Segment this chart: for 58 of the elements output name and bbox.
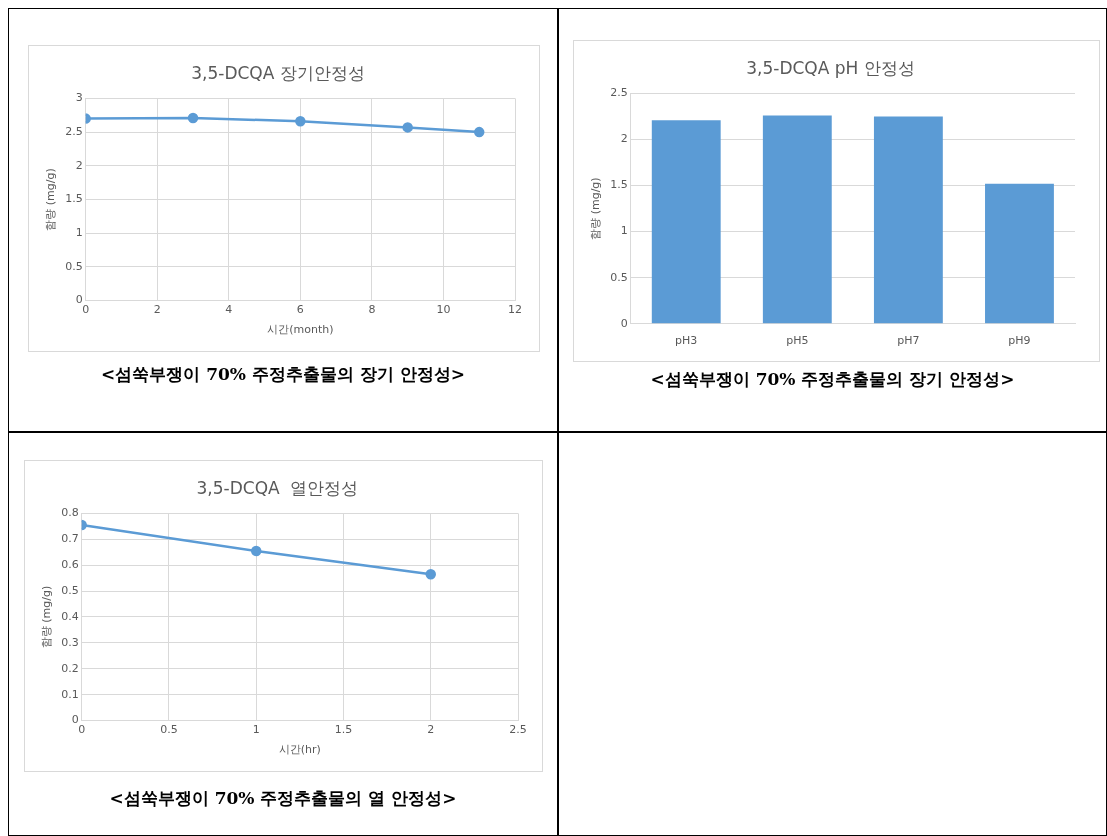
y-tick-label: 0 (71, 713, 79, 727)
x-tick-label: 6 (296, 303, 304, 317)
x-tick-label: 10 (436, 303, 451, 317)
point (473, 126, 485, 138)
x-tick-label: 12 (508, 303, 522, 317)
bar (873, 116, 943, 324)
bar (985, 183, 1054, 324)
y-tick-label: 1 (75, 226, 83, 240)
text: <섬쑥부쟁이 70% 주정추출물의 장기 안정성> (649, 368, 1016, 391)
y-tick-label: 1 (620, 224, 628, 238)
y-tick-label: 3 (75, 91, 83, 105)
x-tick-label: 4 (225, 303, 233, 317)
x-axis-title: 시간(month) (267, 323, 334, 337)
x-tick-label: 1.5 (334, 723, 353, 737)
y-tick-label: 2.5 (65, 124, 83, 138)
y-tick-label: 0.8 (61, 506, 79, 520)
y-tick-label: 0.5 (65, 259, 83, 273)
point (402, 122, 413, 133)
text: <섬쑥부쟁이 70% 주정추출물의 장기 안정성> (100, 363, 466, 386)
y-tick-label: 2 (620, 132, 628, 146)
y-tick-label: 0.6 (61, 558, 79, 572)
x-tick-label: 8 (368, 303, 376, 317)
point (425, 569, 436, 580)
x-axis-title: 시간(hr) (278, 743, 321, 757)
bar (651, 120, 721, 324)
x-tick-label: 2 (427, 723, 435, 737)
x-tick-label: 2 (153, 303, 161, 317)
point (187, 112, 199, 124)
chart-title: 3,5-DCQA pH 안정성 (746, 57, 915, 78)
y-tick-label: 0.3 (61, 635, 79, 649)
x-tick-label: 1 (252, 723, 260, 737)
y-tick-label: 2.5 (610, 86, 628, 100)
x-tick-label: pH9 (1008, 334, 1031, 348)
chart-title: 3,5-DCQA 열안정성 (196, 477, 359, 498)
y-tick-label: 0.5 (610, 270, 628, 284)
text: <섬쑥부쟁이 70% 주정추출물의 열 안정성> (108, 787, 458, 810)
point (295, 116, 306, 127)
x-tick-label: pH5 (786, 334, 809, 348)
y-tick-label: 0.2 (61, 661, 79, 675)
bar (762, 115, 832, 324)
y-axis-title: 함량 (mg/g) (44, 168, 58, 231)
x-tick-label: 0.5 (160, 723, 178, 737)
y-tick-label: 0.4 (61, 609, 79, 623)
y-tick-label: 0.1 (61, 687, 79, 701)
point (250, 545, 262, 557)
y-tick-label: 1.5 (65, 192, 83, 206)
y-tick-label: 1.5 (610, 178, 628, 192)
x-tick-label: pH7 (897, 334, 920, 348)
y-axis-title: 함량 (mg/g) (40, 585, 54, 649)
y-tick-label: 0.7 (61, 532, 79, 546)
x-tick-label: 2.5 (509, 723, 527, 737)
y-tick-label: 0 (620, 316, 628, 330)
y-tick-label: 2 (75, 158, 83, 172)
chart-title: 3,5-DCQA 장기안정성 (191, 62, 365, 83)
y-tick-label: 0.5 (61, 583, 79, 597)
x-tick-label: pH3 (675, 334, 698, 348)
y-axis-title: 함량 (mg/g) (589, 177, 603, 240)
y-tick-label: 0 (75, 293, 83, 307)
